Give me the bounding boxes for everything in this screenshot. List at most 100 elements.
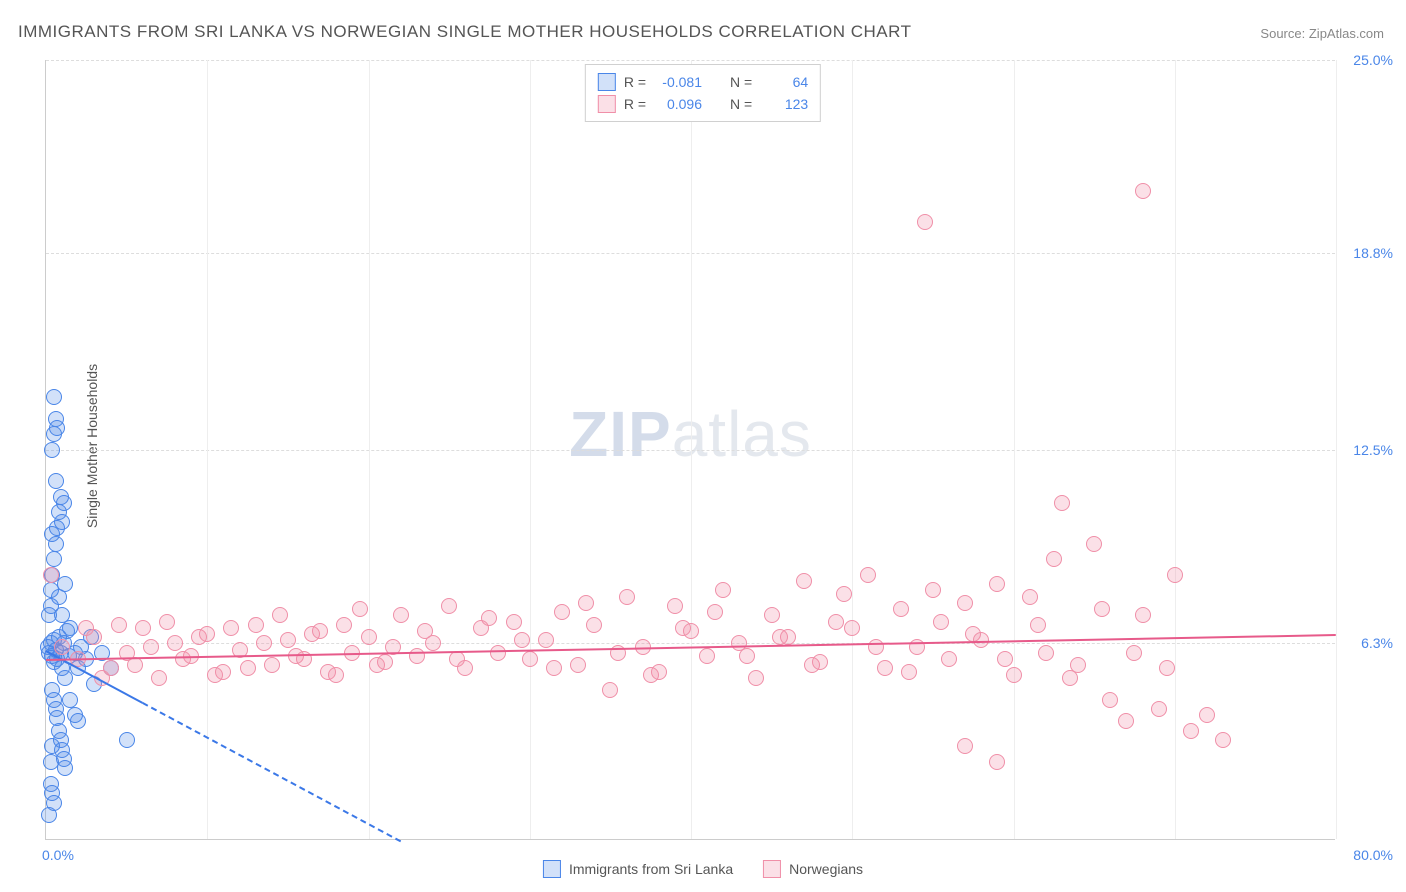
data-point bbox=[143, 639, 159, 655]
legend-r-value: -0.081 bbox=[654, 71, 702, 93]
data-point bbox=[828, 614, 844, 630]
data-point bbox=[1151, 701, 1167, 717]
data-point bbox=[1167, 567, 1183, 583]
gridline-vertical bbox=[852, 60, 853, 839]
x-tick-min: 0.0% bbox=[42, 847, 74, 863]
trend-line bbox=[142, 702, 401, 842]
legend-row: R =0.096N =123 bbox=[598, 93, 808, 115]
data-point bbox=[207, 667, 223, 683]
data-point bbox=[490, 645, 506, 661]
data-point bbox=[901, 664, 917, 680]
legend-swatch bbox=[543, 860, 561, 878]
data-point bbox=[361, 629, 377, 645]
watermark-atlas: atlas bbox=[672, 398, 812, 470]
y-tick-label: 25.0% bbox=[1353, 52, 1393, 68]
gridline-vertical bbox=[691, 60, 692, 839]
data-point bbox=[522, 651, 538, 667]
data-point bbox=[159, 614, 175, 630]
data-point bbox=[44, 442, 60, 458]
data-point bbox=[1038, 645, 1054, 661]
data-point bbox=[957, 595, 973, 611]
data-point bbox=[369, 657, 385, 673]
data-point bbox=[441, 598, 457, 614]
data-point bbox=[1054, 495, 1070, 511]
series-legend: Immigrants from Sri Lanka Norwegians bbox=[543, 860, 863, 878]
y-tick-label: 18.8% bbox=[1353, 245, 1393, 261]
data-point bbox=[925, 582, 941, 598]
y-tick-label: 6.3% bbox=[1361, 635, 1393, 651]
y-tick-label: 12.5% bbox=[1353, 442, 1393, 458]
data-point bbox=[54, 607, 70, 623]
data-point bbox=[1135, 607, 1151, 623]
data-point bbox=[546, 660, 562, 676]
legend-n-value: 123 bbox=[760, 93, 808, 115]
legend-n-label: N = bbox=[730, 93, 752, 115]
data-point bbox=[1062, 670, 1078, 686]
data-point bbox=[49, 420, 65, 436]
data-point bbox=[54, 639, 70, 655]
gridline-vertical bbox=[369, 60, 370, 839]
data-point bbox=[586, 617, 602, 633]
data-point bbox=[739, 648, 755, 664]
data-point bbox=[514, 632, 530, 648]
data-point bbox=[223, 620, 239, 636]
bottom-legend-item: Immigrants from Sri Lanka bbox=[543, 860, 733, 878]
data-point bbox=[135, 620, 151, 636]
data-point bbox=[941, 651, 957, 667]
data-point bbox=[151, 670, 167, 686]
data-point bbox=[46, 389, 62, 405]
data-point bbox=[965, 626, 981, 642]
data-point bbox=[554, 604, 570, 620]
data-point bbox=[772, 629, 788, 645]
data-point bbox=[1183, 723, 1199, 739]
legend-n-value: 64 bbox=[760, 71, 808, 93]
data-point bbox=[56, 495, 72, 511]
data-point bbox=[619, 589, 635, 605]
data-point bbox=[352, 601, 368, 617]
gridline-vertical bbox=[1175, 60, 1176, 839]
data-point bbox=[675, 620, 691, 636]
source-link[interactable]: ZipAtlas.com bbox=[1309, 26, 1384, 41]
watermark-zip: ZIP bbox=[569, 398, 672, 470]
data-point bbox=[240, 660, 256, 676]
data-point bbox=[748, 670, 764, 686]
data-point bbox=[62, 692, 78, 708]
data-point bbox=[393, 607, 409, 623]
data-point bbox=[1086, 536, 1102, 552]
source-attribution: Source: ZipAtlas.com bbox=[1260, 26, 1384, 41]
data-point bbox=[667, 598, 683, 614]
data-point bbox=[304, 626, 320, 642]
data-point bbox=[957, 738, 973, 754]
legend-swatch bbox=[598, 95, 616, 113]
data-point bbox=[707, 604, 723, 620]
gridline-vertical bbox=[1014, 60, 1015, 839]
data-point bbox=[1118, 713, 1134, 729]
data-point bbox=[1022, 589, 1038, 605]
data-point bbox=[578, 595, 594, 611]
data-point bbox=[1094, 601, 1110, 617]
data-point bbox=[836, 586, 852, 602]
bottom-legend-label: Norwegians bbox=[789, 861, 863, 877]
data-point bbox=[1199, 707, 1215, 723]
data-point bbox=[43, 754, 59, 770]
data-point bbox=[1030, 617, 1046, 633]
data-point bbox=[1046, 551, 1062, 567]
data-point bbox=[167, 635, 183, 651]
data-point bbox=[57, 576, 73, 592]
data-point bbox=[877, 660, 893, 676]
data-point bbox=[43, 567, 59, 583]
data-point bbox=[909, 639, 925, 655]
data-point bbox=[643, 667, 659, 683]
gridline-vertical bbox=[530, 60, 531, 839]
data-point bbox=[699, 648, 715, 664]
data-point bbox=[336, 617, 352, 633]
data-point bbox=[917, 214, 933, 230]
data-point bbox=[46, 551, 62, 567]
data-point bbox=[989, 754, 1005, 770]
data-point bbox=[417, 623, 433, 639]
bottom-legend-label: Immigrants from Sri Lanka bbox=[569, 861, 733, 877]
data-point bbox=[1102, 692, 1118, 708]
data-point bbox=[997, 651, 1013, 667]
data-point bbox=[70, 713, 86, 729]
data-point bbox=[175, 651, 191, 667]
